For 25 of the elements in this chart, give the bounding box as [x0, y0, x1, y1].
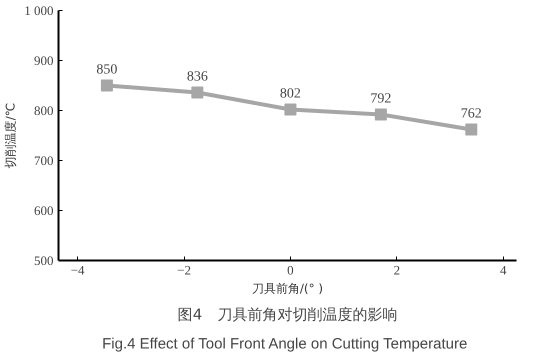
y-tick-label: 1 000 — [24, 3, 54, 18]
y-tick-label: 600 — [34, 203, 54, 218]
point — [465, 124, 478, 136]
data-label: 792 — [370, 92, 392, 106]
x-tick-label: −2 — [177, 262, 191, 278]
y-axis-title: 切削温度/℃ — [3, 102, 18, 168]
y-tick-label: 900 — [34, 53, 54, 68]
y-tick-label: 800 — [34, 103, 54, 118]
point — [374, 108, 387, 120]
y-tick-label: 700 — [34, 153, 54, 168]
text: 图4 刀具前角对切削温度的影响 — [178, 306, 398, 324]
point — [100, 80, 113, 92]
data-label: 850 — [96, 62, 118, 78]
x-tick-label: −4 — [70, 262, 86, 278]
point — [284, 104, 296, 116]
data-label: 802 — [280, 86, 301, 102]
y-tick-label: 500 — [34, 253, 54, 268]
text: Fig.4 Effect of Tool Front Angle on Cutting Temperature — [102, 336, 468, 352]
point — [191, 86, 204, 98]
data-label: 762 — [460, 106, 482, 122]
x-axis-title: 刀具前角/(° ) — [252, 282, 324, 296]
x-tick-label: 4 — [500, 262, 507, 278]
data-label: 836 — [186, 70, 208, 84]
x-tick-label: 0 — [287, 262, 294, 278]
x-tick-label: 2 — [394, 262, 400, 278]
